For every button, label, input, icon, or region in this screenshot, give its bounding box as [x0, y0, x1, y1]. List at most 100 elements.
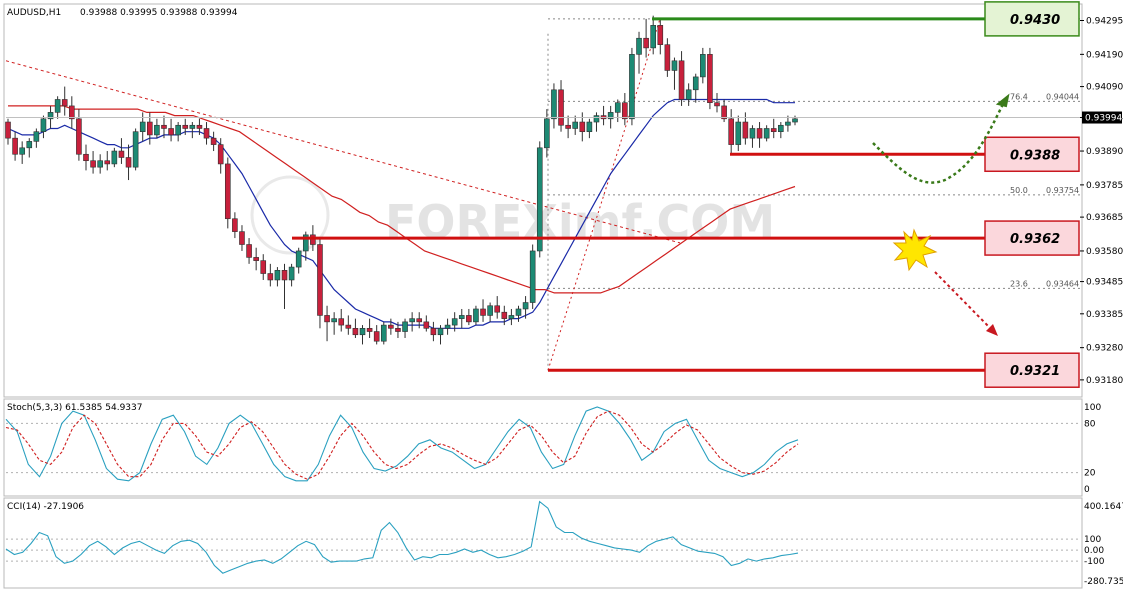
bullish-candle [544, 118, 550, 149]
moving-averages [7, 98, 796, 329]
bearish-candle [707, 54, 713, 103]
price-axis-tick-label: 0.93890 [1086, 147, 1123, 157]
bearish-candle [366, 328, 373, 332]
bearish-candle [267, 273, 274, 281]
price-axis-tick-label: 0.94090 [1086, 83, 1123, 93]
bearish-candle [182, 124, 189, 129]
bearish-candle [565, 124, 571, 129]
bearish-candle [714, 102, 720, 107]
bearish-candle [664, 44, 671, 71]
price-axis-tick-label: 0.93685 [1086, 213, 1123, 223]
bearish-candle [770, 128, 777, 133]
bearish-candle [345, 324, 352, 329]
bullish-candle [302, 234, 309, 252]
bearish-candle [260, 260, 267, 274]
bullish-candle [288, 266, 295, 281]
current-price-tag [1082, 111, 1122, 124]
watermark: FOREXimf.COM [250, 175, 775, 255]
bearish-candle [76, 118, 82, 155]
bearish-candle [239, 231, 245, 245]
bullish-candle [607, 112, 614, 120]
bearish-candle [742, 121, 749, 139]
bullish-candle [650, 25, 656, 49]
chart-symbol: AUDUSD,H1 [7, 8, 61, 18]
bullish-candle [26, 141, 33, 149]
fib-level-value: 0.93754 [1046, 186, 1079, 195]
bearish-candle [61, 99, 68, 107]
price-axis-tick-label: 0.94190 [1086, 50, 1123, 60]
level-box-0.9430 [984, 1, 1080, 37]
bullish-candle [458, 315, 465, 319]
bullish-candle [614, 102, 621, 113]
bullish-candle [692, 76, 699, 91]
bullish-candle [487, 305, 493, 316]
level-box-0.9388 [984, 136, 1080, 173]
stoch-axis-label: 0 [1084, 485, 1090, 495]
price-axis-tick-label: 0.93580 [1086, 247, 1123, 257]
bullish-candle [473, 308, 479, 323]
stoch-signal-line [5, 410, 799, 480]
stoch-axis-label: 80 [1084, 419, 1096, 429]
bullish-candle [444, 324, 451, 329]
stoch-main-line [5, 406, 799, 482]
chart-ohlc: 0.93988 0.93995 0.93988 0.93994 [80, 8, 238, 18]
bearish-candle [118, 150, 125, 158]
bearish-candle [281, 269, 288, 281]
bullish-candle [274, 269, 281, 281]
bullish-candle [685, 89, 692, 100]
cci-axis-label: 0.00 [1084, 546, 1104, 556]
bullish-candle [19, 147, 25, 155]
bearish-candle [217, 144, 224, 165]
bearish-candle [501, 311, 508, 319]
fib-diagonal-line [547, 18, 661, 371]
bearish-candle [90, 160, 96, 168]
bearish-candle [196, 124, 203, 129]
fib-level-label: 23.6 [1010, 279, 1028, 288]
bullish-candle [749, 128, 756, 139]
bullish-candle [451, 318, 458, 326]
cci-axis-label: -280.735 [1084, 577, 1123, 587]
bullish-candle [295, 250, 302, 268]
bearish-candle [423, 321, 430, 329]
bearish-candle [246, 244, 252, 258]
bullish-candle [437, 328, 444, 336]
bearish-candle [416, 318, 423, 323]
cci-axis-label: 100 [1084, 535, 1101, 545]
bullish-candle [735, 121, 742, 145]
bullish-candle [175, 124, 181, 136]
price-axis-tick-label: 0.94295 [1086, 17, 1123, 27]
bullish-candle [586, 121, 593, 133]
fib-level-value: 0.93464 [1046, 279, 1079, 288]
bearish-scenario-arrow [934, 271, 993, 331]
bullish-candle [139, 121, 146, 133]
bearish-candle [352, 328, 359, 336]
bullish-candle [778, 124, 784, 133]
bearish-candle [232, 218, 238, 232]
bearish-candle [622, 102, 628, 120]
stoch-label: Stoch(5,3,3) 61.5385 54.9337 [7, 403, 142, 413]
bullish-candle [763, 128, 770, 139]
stoch-axis-label: 100 [1084, 403, 1101, 413]
bearish-candle [756, 128, 763, 139]
bearish-candle [558, 89, 564, 126]
fib-level-label: 76.4 [1010, 92, 1028, 101]
bearish-candle [125, 157, 132, 168]
main-panel-frame [3, 3, 1083, 398]
level-label-0.9388: 0.9388 [1010, 148, 1060, 163]
bearish-candle [373, 331, 380, 342]
bearish-candle [338, 318, 345, 326]
trend-lines [5, 60, 681, 244]
descending-trend-line [5, 60, 681, 244]
bearish-candle [168, 128, 174, 136]
bearish-candle [643, 37, 649, 49]
level-label-0.9430: 0.9430 [1010, 13, 1060, 28]
cci-axis-label: 400.1647 [1084, 502, 1123, 512]
stochastic-panel: 100 80 20 0 [5, 403, 1101, 495]
bullish-candle [111, 150, 118, 165]
bullish-candle [132, 131, 139, 168]
bearish-candle [104, 160, 111, 165]
level-box-0.9362 [984, 220, 1080, 256]
bearish-candle [253, 257, 259, 261]
